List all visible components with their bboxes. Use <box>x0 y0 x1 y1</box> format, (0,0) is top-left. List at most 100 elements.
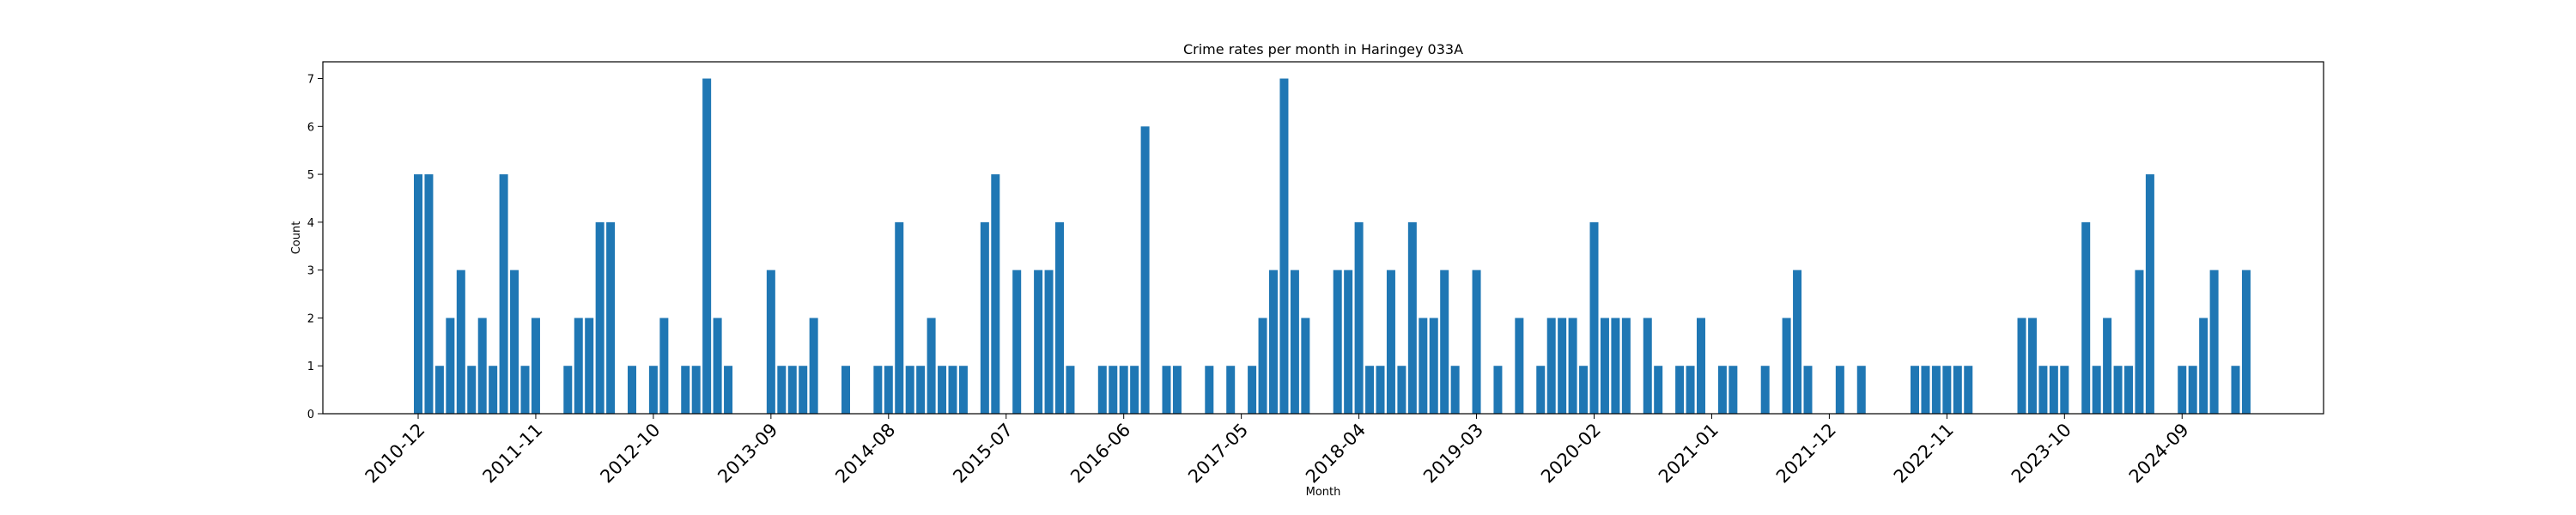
bar <box>2209 270 2219 414</box>
bar <box>531 318 540 414</box>
bar <box>1472 270 1481 414</box>
bar <box>1675 366 1685 414</box>
bar <box>2060 366 2069 414</box>
bar <box>456 270 465 414</box>
bar <box>574 318 583 414</box>
bar <box>1760 366 1770 414</box>
bar <box>1226 366 1236 414</box>
bar <box>1354 221 1364 414</box>
bar <box>1162 366 1171 414</box>
bar <box>724 366 733 414</box>
x-tick-label: 2010-12 <box>361 420 429 488</box>
x-tick-label: 2011-11 <box>478 420 546 488</box>
bar <box>2178 366 2187 414</box>
bar <box>2231 366 2240 414</box>
x-tick-label: 2019-03 <box>1419 420 1487 488</box>
x-axis-label: Month <box>1306 486 1341 499</box>
bar <box>777 366 787 414</box>
bar <box>1558 318 1567 414</box>
bar <box>809 318 818 414</box>
bar <box>606 221 616 414</box>
bar <box>2124 366 2133 414</box>
bar <box>1686 366 1695 414</box>
bar <box>2103 318 2112 414</box>
bar <box>659 318 669 414</box>
y-tick-label: 6 <box>307 121 314 134</box>
bar <box>2092 366 2101 414</box>
bar <box>1654 366 1663 414</box>
bar <box>1728 366 1738 414</box>
bar <box>1301 318 1310 414</box>
x-tick-label: 2013-09 <box>714 420 781 488</box>
bar <box>1515 318 1524 414</box>
bar <box>1921 366 1930 414</box>
x-tick-label: 2020-02 <box>1537 420 1605 488</box>
bar <box>1140 126 1150 414</box>
x-tick-label: 2021-01 <box>1655 420 1722 488</box>
bar <box>1856 366 1866 414</box>
bar <box>1835 366 1844 414</box>
plot-frame <box>322 61 2324 415</box>
bar <box>1793 270 1802 414</box>
bar <box>1589 221 1599 414</box>
bar <box>467 366 477 414</box>
y-tick-label: 5 <box>307 169 314 182</box>
bar <box>1172 366 1182 414</box>
bar <box>691 366 701 414</box>
bar <box>1493 366 1503 414</box>
bar <box>1579 366 1589 414</box>
bar <box>2049 366 2058 414</box>
bar <box>1279 78 1289 415</box>
bar <box>628 366 636 414</box>
bar <box>1044 270 1054 414</box>
x-tick-label: 2018-04 <box>1302 420 1370 488</box>
bar <box>1536 366 1546 414</box>
bar <box>799 366 808 414</box>
bar <box>1942 366 1952 414</box>
x-tick-label: 2021-12 <box>1772 420 1840 488</box>
bar <box>434 366 444 414</box>
bar <box>884 366 893 414</box>
bar <box>1344 270 1353 414</box>
bar <box>1953 366 1962 414</box>
bar <box>1290 270 1299 414</box>
bar <box>1419 318 1428 414</box>
bar <box>766 270 775 414</box>
bar <box>1440 270 1449 414</box>
bar <box>1258 318 1267 414</box>
bar <box>1931 366 1941 414</box>
y-tick-label: 3 <box>307 265 314 278</box>
y-tick-label: 7 <box>307 74 314 87</box>
bar <box>1119 366 1128 414</box>
bar <box>1130 366 1139 414</box>
y-axis-label: Count <box>290 221 303 255</box>
bar <box>595 221 605 414</box>
bar <box>499 174 508 414</box>
bar <box>2241 270 2251 414</box>
bar <box>2017 318 2026 414</box>
bar <box>2027 318 2037 414</box>
bar <box>1803 366 1813 414</box>
x-tick-label: 2016-06 <box>1066 420 1134 488</box>
bar <box>1546 318 1556 414</box>
bar <box>991 174 1000 414</box>
bar <box>2038 366 2048 414</box>
bar <box>873 366 883 414</box>
bar <box>1205 366 1214 414</box>
bars-group <box>414 78 2251 415</box>
bar <box>2135 270 2144 414</box>
bar <box>1643 318 1652 414</box>
bar <box>2145 174 2154 414</box>
x-tick-label: 2024-09 <box>2125 420 2193 488</box>
bar <box>1782 318 1791 414</box>
bar <box>510 270 519 414</box>
bar <box>1097 366 1107 414</box>
bar <box>648 366 658 414</box>
bar <box>414 174 422 414</box>
bar <box>1600 318 1609 414</box>
bar <box>1429 318 1438 414</box>
bar <box>1717 366 1727 414</box>
bar <box>1911 366 1919 414</box>
bar <box>1066 366 1075 414</box>
